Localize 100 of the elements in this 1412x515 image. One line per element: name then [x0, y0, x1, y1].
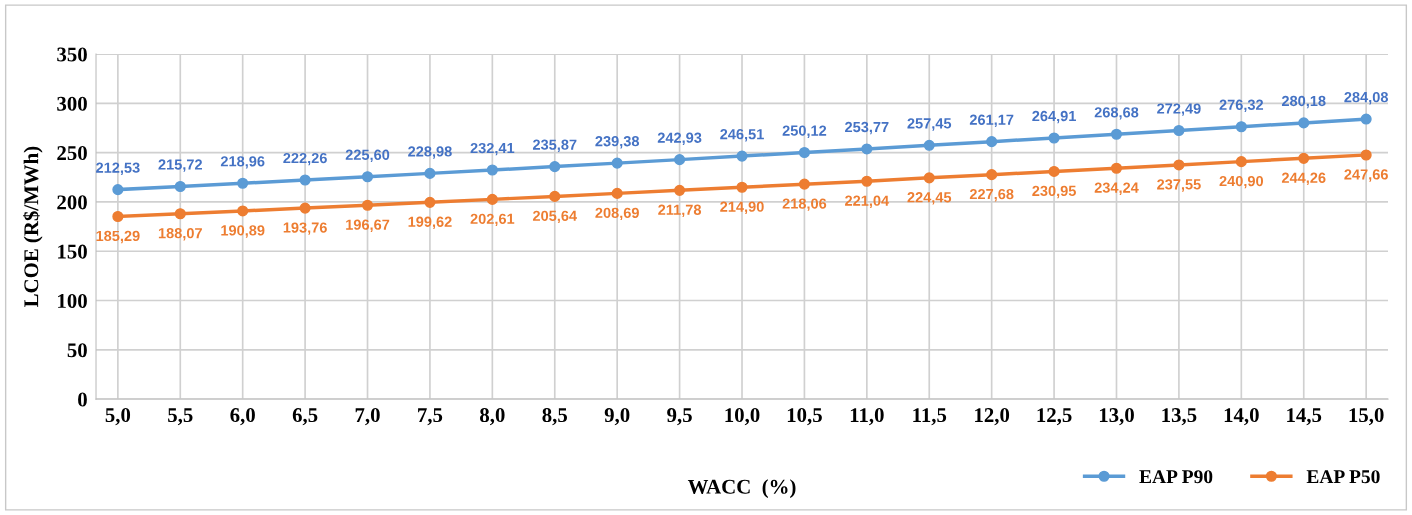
data-label: 247,66 — [1344, 169, 1388, 182]
point — [237, 177, 249, 189]
data-label: 232,41 — [470, 142, 515, 156]
y-tick-label: 0 — [78, 392, 87, 407]
data-label: 185,29 — [96, 230, 140, 244]
data-label: 253,77 — [845, 121, 889, 135]
data-label: 222,26 — [283, 152, 327, 166]
x-tick-label: 12,0 — [975, 408, 1010, 426]
point — [299, 174, 311, 186]
data-label: 227,68 — [969, 188, 1014, 202]
data-label: 234,24 — [1094, 182, 1139, 195]
data-label: 276,32 — [1219, 99, 1264, 113]
point — [798, 146, 810, 159]
y-tick-label: 250 — [57, 146, 87, 161]
point — [549, 161, 561, 173]
data-label: 264,91 — [1032, 110, 1076, 124]
x-tick-label: 13,0 — [1099, 408, 1134, 426]
point — [923, 172, 935, 184]
x-tick-label: 5,5 — [168, 408, 193, 426]
y-axis-title: LCOE (R$/MWh) — [23, 146, 43, 307]
point — [424, 196, 436, 208]
x-tick-label: 9,0 — [604, 408, 630, 426]
point — [674, 154, 686, 166]
data-label: 239,38 — [595, 136, 640, 149]
x-tick-label: 8,0 — [480, 408, 505, 426]
data-label: 240,90 — [1219, 175, 1264, 189]
legend-label: EAP P90 — [1139, 470, 1213, 484]
point — [1298, 152, 1310, 164]
data-label: 199,62 — [408, 216, 452, 230]
x-tick-label: 6,0 — [230, 408, 255, 426]
data-label: 221,04 — [845, 195, 890, 208]
data-label: 188,07 — [158, 227, 202, 241]
data-label: 215,72 — [158, 159, 202, 172]
point — [736, 181, 748, 193]
data-label: 280,18 — [1281, 95, 1326, 109]
x-tick-label: 10,5 — [787, 408, 822, 426]
point — [986, 169, 998, 181]
y-tick-label: 300 — [57, 96, 87, 111]
data-label: 235,87 — [532, 139, 577, 152]
data-label: 272,49 — [1157, 103, 1201, 116]
data-label: 261,17 — [969, 114, 1014, 127]
point — [1110, 128, 1123, 140]
data-label: 193,76 — [283, 222, 327, 235]
data-label: 268,68 — [1094, 107, 1139, 120]
point — [361, 199, 374, 211]
y-tick-label: 350 — [57, 47, 87, 62]
data-label: 224,45 — [907, 192, 952, 205]
x-tick-label: 9,5 — [667, 408, 692, 426]
x-tick-label: 7,5 — [418, 408, 443, 426]
data-label: 257,45 — [907, 118, 952, 131]
point — [798, 178, 810, 190]
data-label: 205,64 — [532, 210, 577, 224]
point — [1110, 162, 1123, 174]
x-axis-title: WACC (%) — [687, 479, 796, 499]
point — [1360, 113, 1372, 125]
x-tick-label: 11,5 — [913, 408, 947, 426]
data-label: 244,26 — [1281, 172, 1326, 186]
point — [1048, 165, 1060, 177]
point — [424, 167, 436, 179]
point — [486, 193, 498, 205]
x-tick-label: 14,0 — [1224, 408, 1259, 426]
data-label: 212,53 — [96, 162, 140, 175]
data-label: 218,96 — [220, 156, 265, 169]
x-tick-label: 5,0 — [105, 408, 131, 426]
data-label: 208,69 — [595, 207, 639, 221]
point — [611, 187, 623, 199]
data-label: 225,60 — [345, 149, 390, 163]
x-tick-label: 11,0 — [850, 408, 884, 426]
data-label: 237,55 — [1157, 179, 1201, 192]
data-label: 218,06 — [782, 198, 827, 211]
point — [486, 164, 498, 176]
point — [861, 175, 873, 187]
point — [736, 150, 748, 162]
point — [237, 205, 249, 217]
point — [1173, 159, 1185, 171]
data-label: 284,08 — [1344, 91, 1389, 105]
x-tick-label: 10,0 — [725, 408, 760, 426]
x-tick-label: 13,5 — [1162, 408, 1197, 426]
point — [611, 157, 623, 169]
data-label: 246,51 — [720, 129, 764, 142]
y-tick-label: 50 — [67, 343, 87, 358]
point — [549, 190, 561, 202]
point — [986, 136, 998, 148]
data-label: 196,67 — [346, 219, 390, 232]
y-tick-label: 200 — [57, 195, 87, 210]
data-label: 230,95 — [1032, 185, 1076, 199]
data-label: 242,93 — [657, 132, 702, 145]
point — [1235, 156, 1247, 168]
y-tick-label: 100 — [58, 293, 87, 308]
data-label: 228,98 — [408, 146, 452, 159]
point — [174, 208, 186, 220]
point — [923, 139, 935, 151]
point — [174, 180, 186, 193]
legend-label: EAP P50 — [1306, 470, 1380, 484]
point — [1048, 132, 1060, 144]
point — [1173, 124, 1185, 137]
x-tick-label: 12,5 — [1037, 408, 1072, 426]
data-label: 190,89 — [221, 225, 265, 238]
point — [674, 184, 686, 196]
y-tick-label: 150 — [58, 244, 87, 259]
